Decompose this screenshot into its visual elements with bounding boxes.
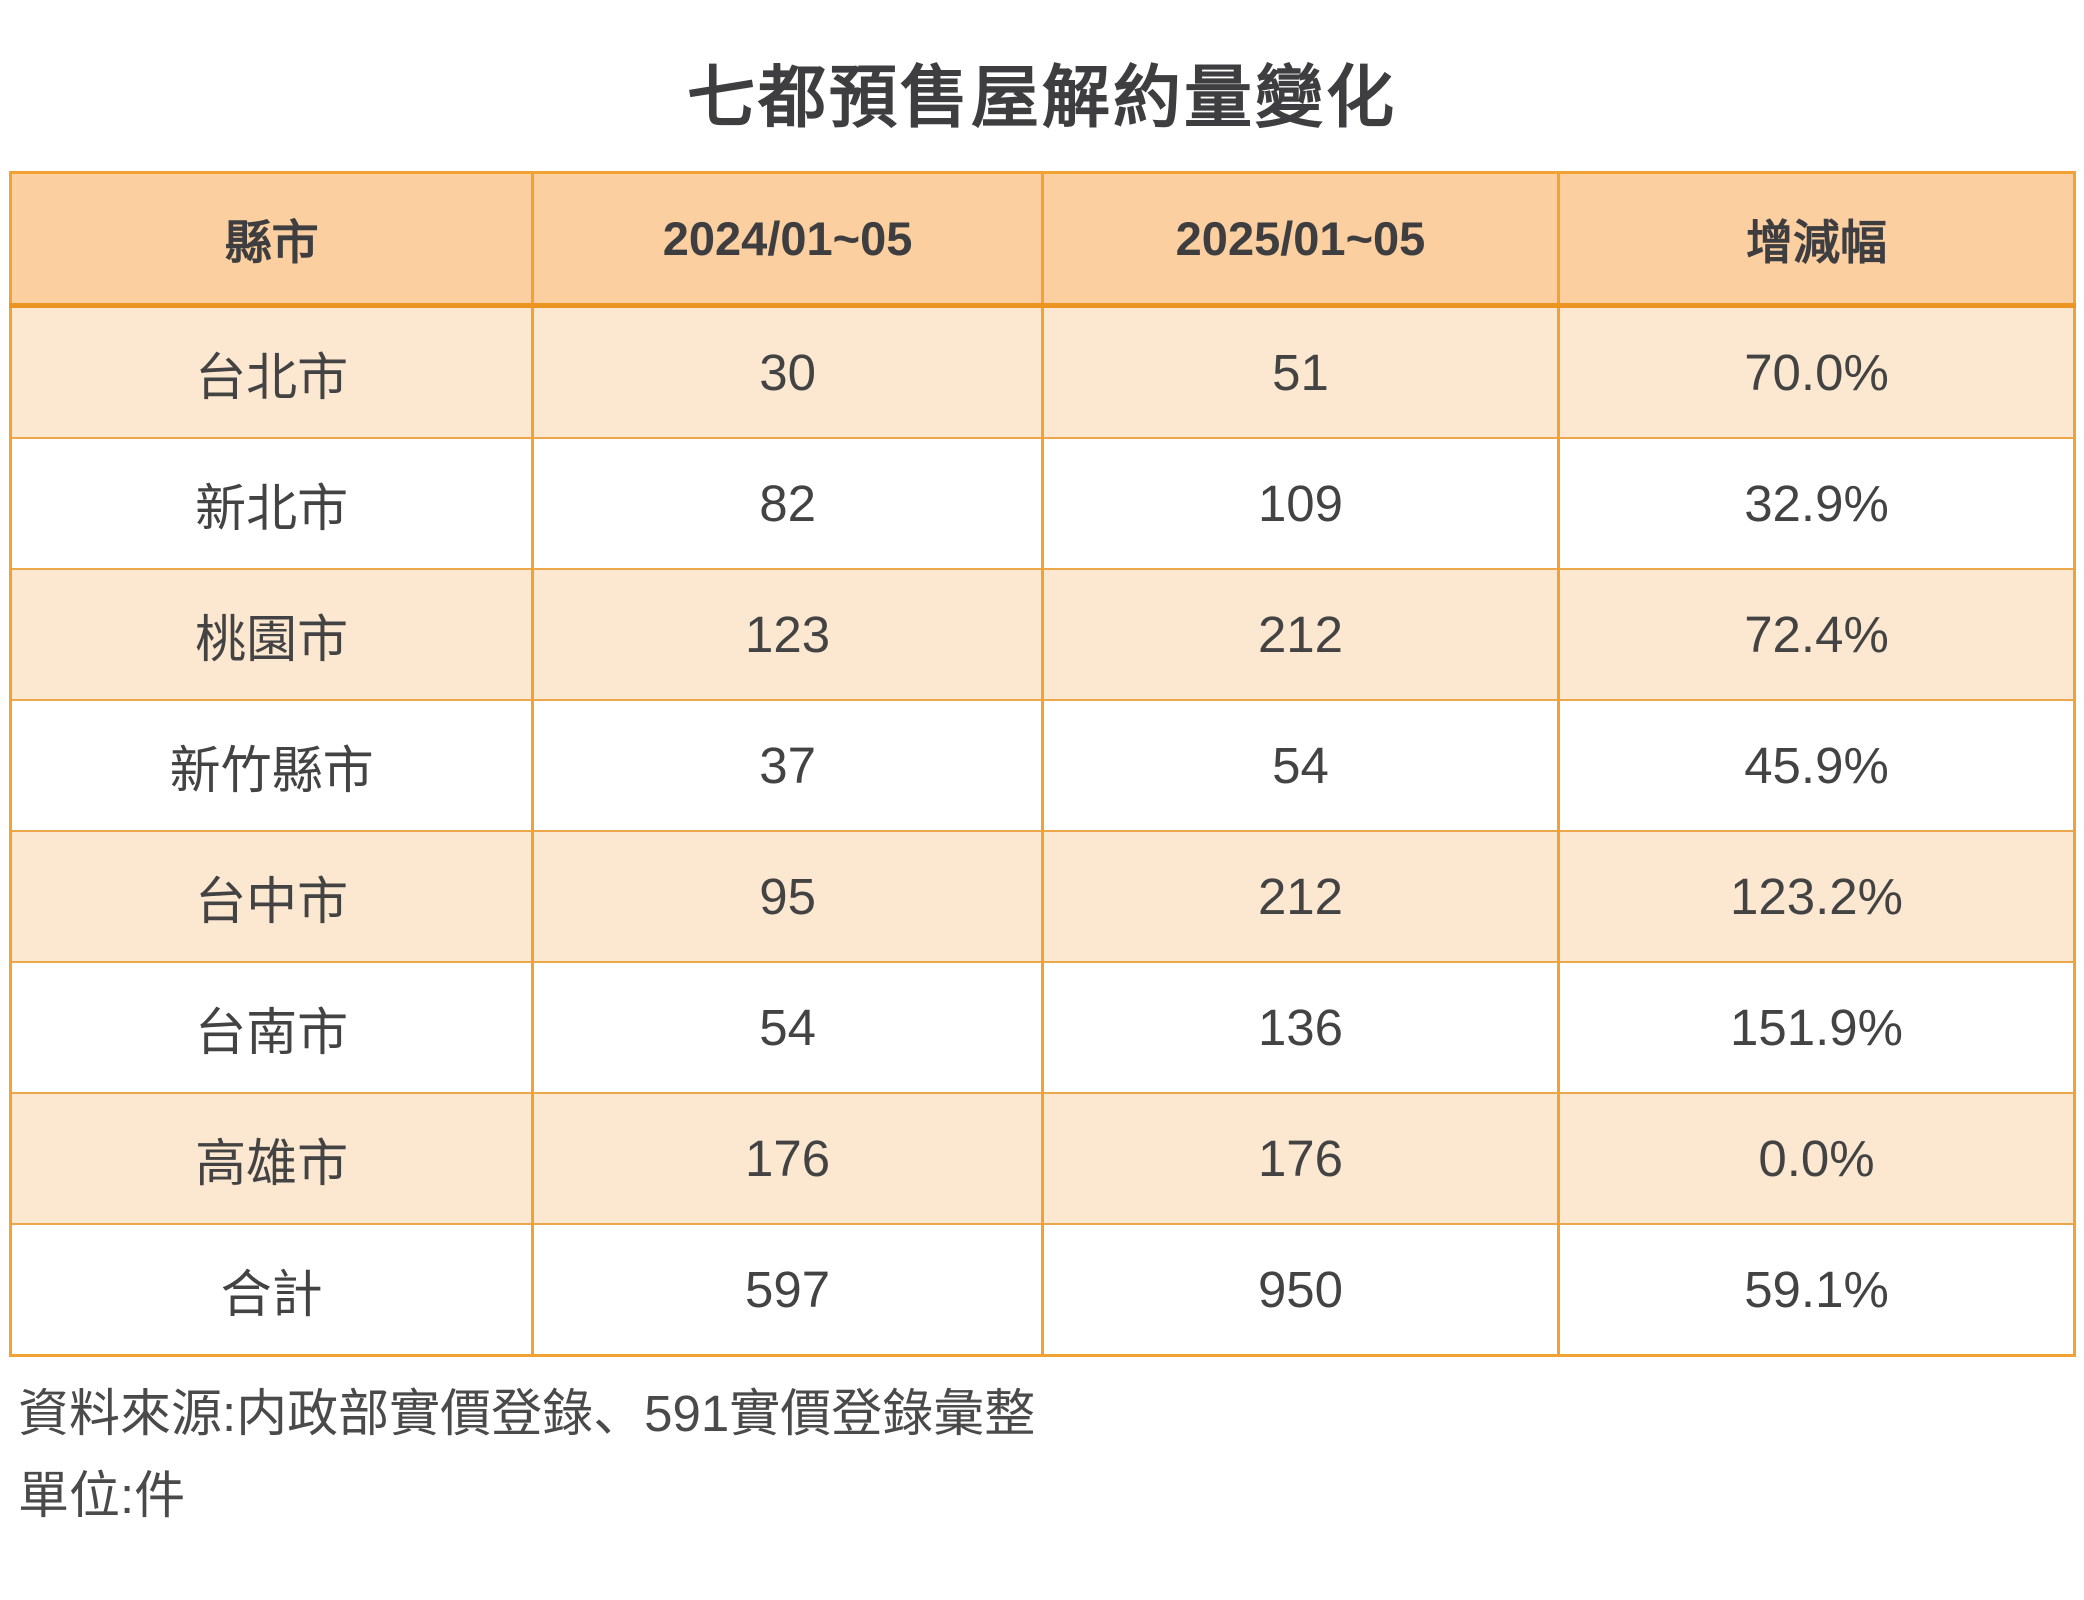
cell-change: 0.0% xyxy=(1556,1093,2077,1225)
table-row: 台中市 95 212 123.2% xyxy=(8,831,2077,963)
cell-city: 合計 xyxy=(8,1224,535,1357)
cell-2025: 136 xyxy=(1040,962,1560,1094)
table-body: 台北市 30 51 70.0% 新北市 82 109 32.9% 桃園市 123… xyxy=(8,305,2077,1357)
cell-city: 台北市 xyxy=(8,305,535,439)
table-row: 高雄市 176 176 0.0% xyxy=(8,1093,2077,1225)
cell-city: 桃園市 xyxy=(8,569,535,701)
page-title: 七都預售屋解約量變化 xyxy=(686,60,1397,136)
cell-2025: 109 xyxy=(1040,438,1560,570)
table-row: 新竹縣市 37 54 45.9% xyxy=(8,700,2077,832)
cell-2025: 212 xyxy=(1040,831,1560,963)
cell-city: 台中市 xyxy=(8,831,535,963)
table-row: 台北市 30 51 70.0% xyxy=(8,305,2077,439)
table-row: 桃園市 123 212 72.4% xyxy=(8,569,2077,701)
cell-change: 59.1% xyxy=(1556,1224,2077,1357)
table-row-total: 合計 597 950 59.1% xyxy=(8,1224,2077,1357)
column-header-2024: 2024/01~05 xyxy=(531,172,1044,308)
header-row: 縣市 2024/01~05 2025/01~05 增減幅 xyxy=(8,172,2077,308)
table-row: 台南市 54 136 151.9% xyxy=(8,962,2077,1094)
column-header-change: 增減幅 xyxy=(1556,172,2077,308)
cell-2025: 54 xyxy=(1040,700,1560,832)
cell-2024: 37 xyxy=(531,700,1044,832)
column-header-2025: 2025/01~05 xyxy=(1040,172,1560,308)
cell-2025: 950 xyxy=(1040,1224,1560,1357)
cell-change: 72.4% xyxy=(1556,569,2077,701)
cell-2024: 123 xyxy=(531,569,1044,701)
cell-2025: 176 xyxy=(1040,1093,1560,1225)
unit-note: 單位:件 xyxy=(18,1466,186,1524)
cell-2024: 54 xyxy=(531,962,1044,1094)
cell-city: 台南市 xyxy=(8,962,535,1094)
column-header-city: 縣市 xyxy=(8,172,535,308)
cell-city: 新北市 xyxy=(8,438,535,570)
cell-change: 70.0% xyxy=(1556,305,2077,439)
cell-2024: 597 xyxy=(531,1224,1044,1357)
cell-change: 32.9% xyxy=(1556,438,2077,570)
table-header: 縣市 2024/01~05 2025/01~05 增減幅 xyxy=(8,172,2077,308)
cell-2024: 95 xyxy=(531,831,1044,963)
cell-change: 151.9% xyxy=(1556,962,2077,1094)
cell-2025: 51 xyxy=(1040,305,1560,439)
cell-2024: 82 xyxy=(531,438,1044,570)
cell-city: 新竹縣市 xyxy=(8,700,535,832)
table-row: 新北市 82 109 32.9% xyxy=(8,438,2077,570)
source-note: 資料來源:内政部實價登錄、591實價登錄彙整 xyxy=(18,1385,1036,1442)
cell-2024: 30 xyxy=(531,305,1044,439)
cell-2025: 212 xyxy=(1040,569,1560,701)
cell-2024: 176 xyxy=(531,1093,1044,1225)
cell-change: 123.2% xyxy=(1556,831,2077,963)
cell-change: 45.9% xyxy=(1556,700,2077,832)
footer: 資料來源:内政部實價登錄、591實價登錄彙整 單位:件 xyxy=(18,1373,2084,1536)
data-table: 縣市 2024/01~05 2025/01~05 增減幅 台北市 30 51 7… xyxy=(8,171,2077,1357)
cell-city: 高雄市 xyxy=(8,1093,535,1225)
